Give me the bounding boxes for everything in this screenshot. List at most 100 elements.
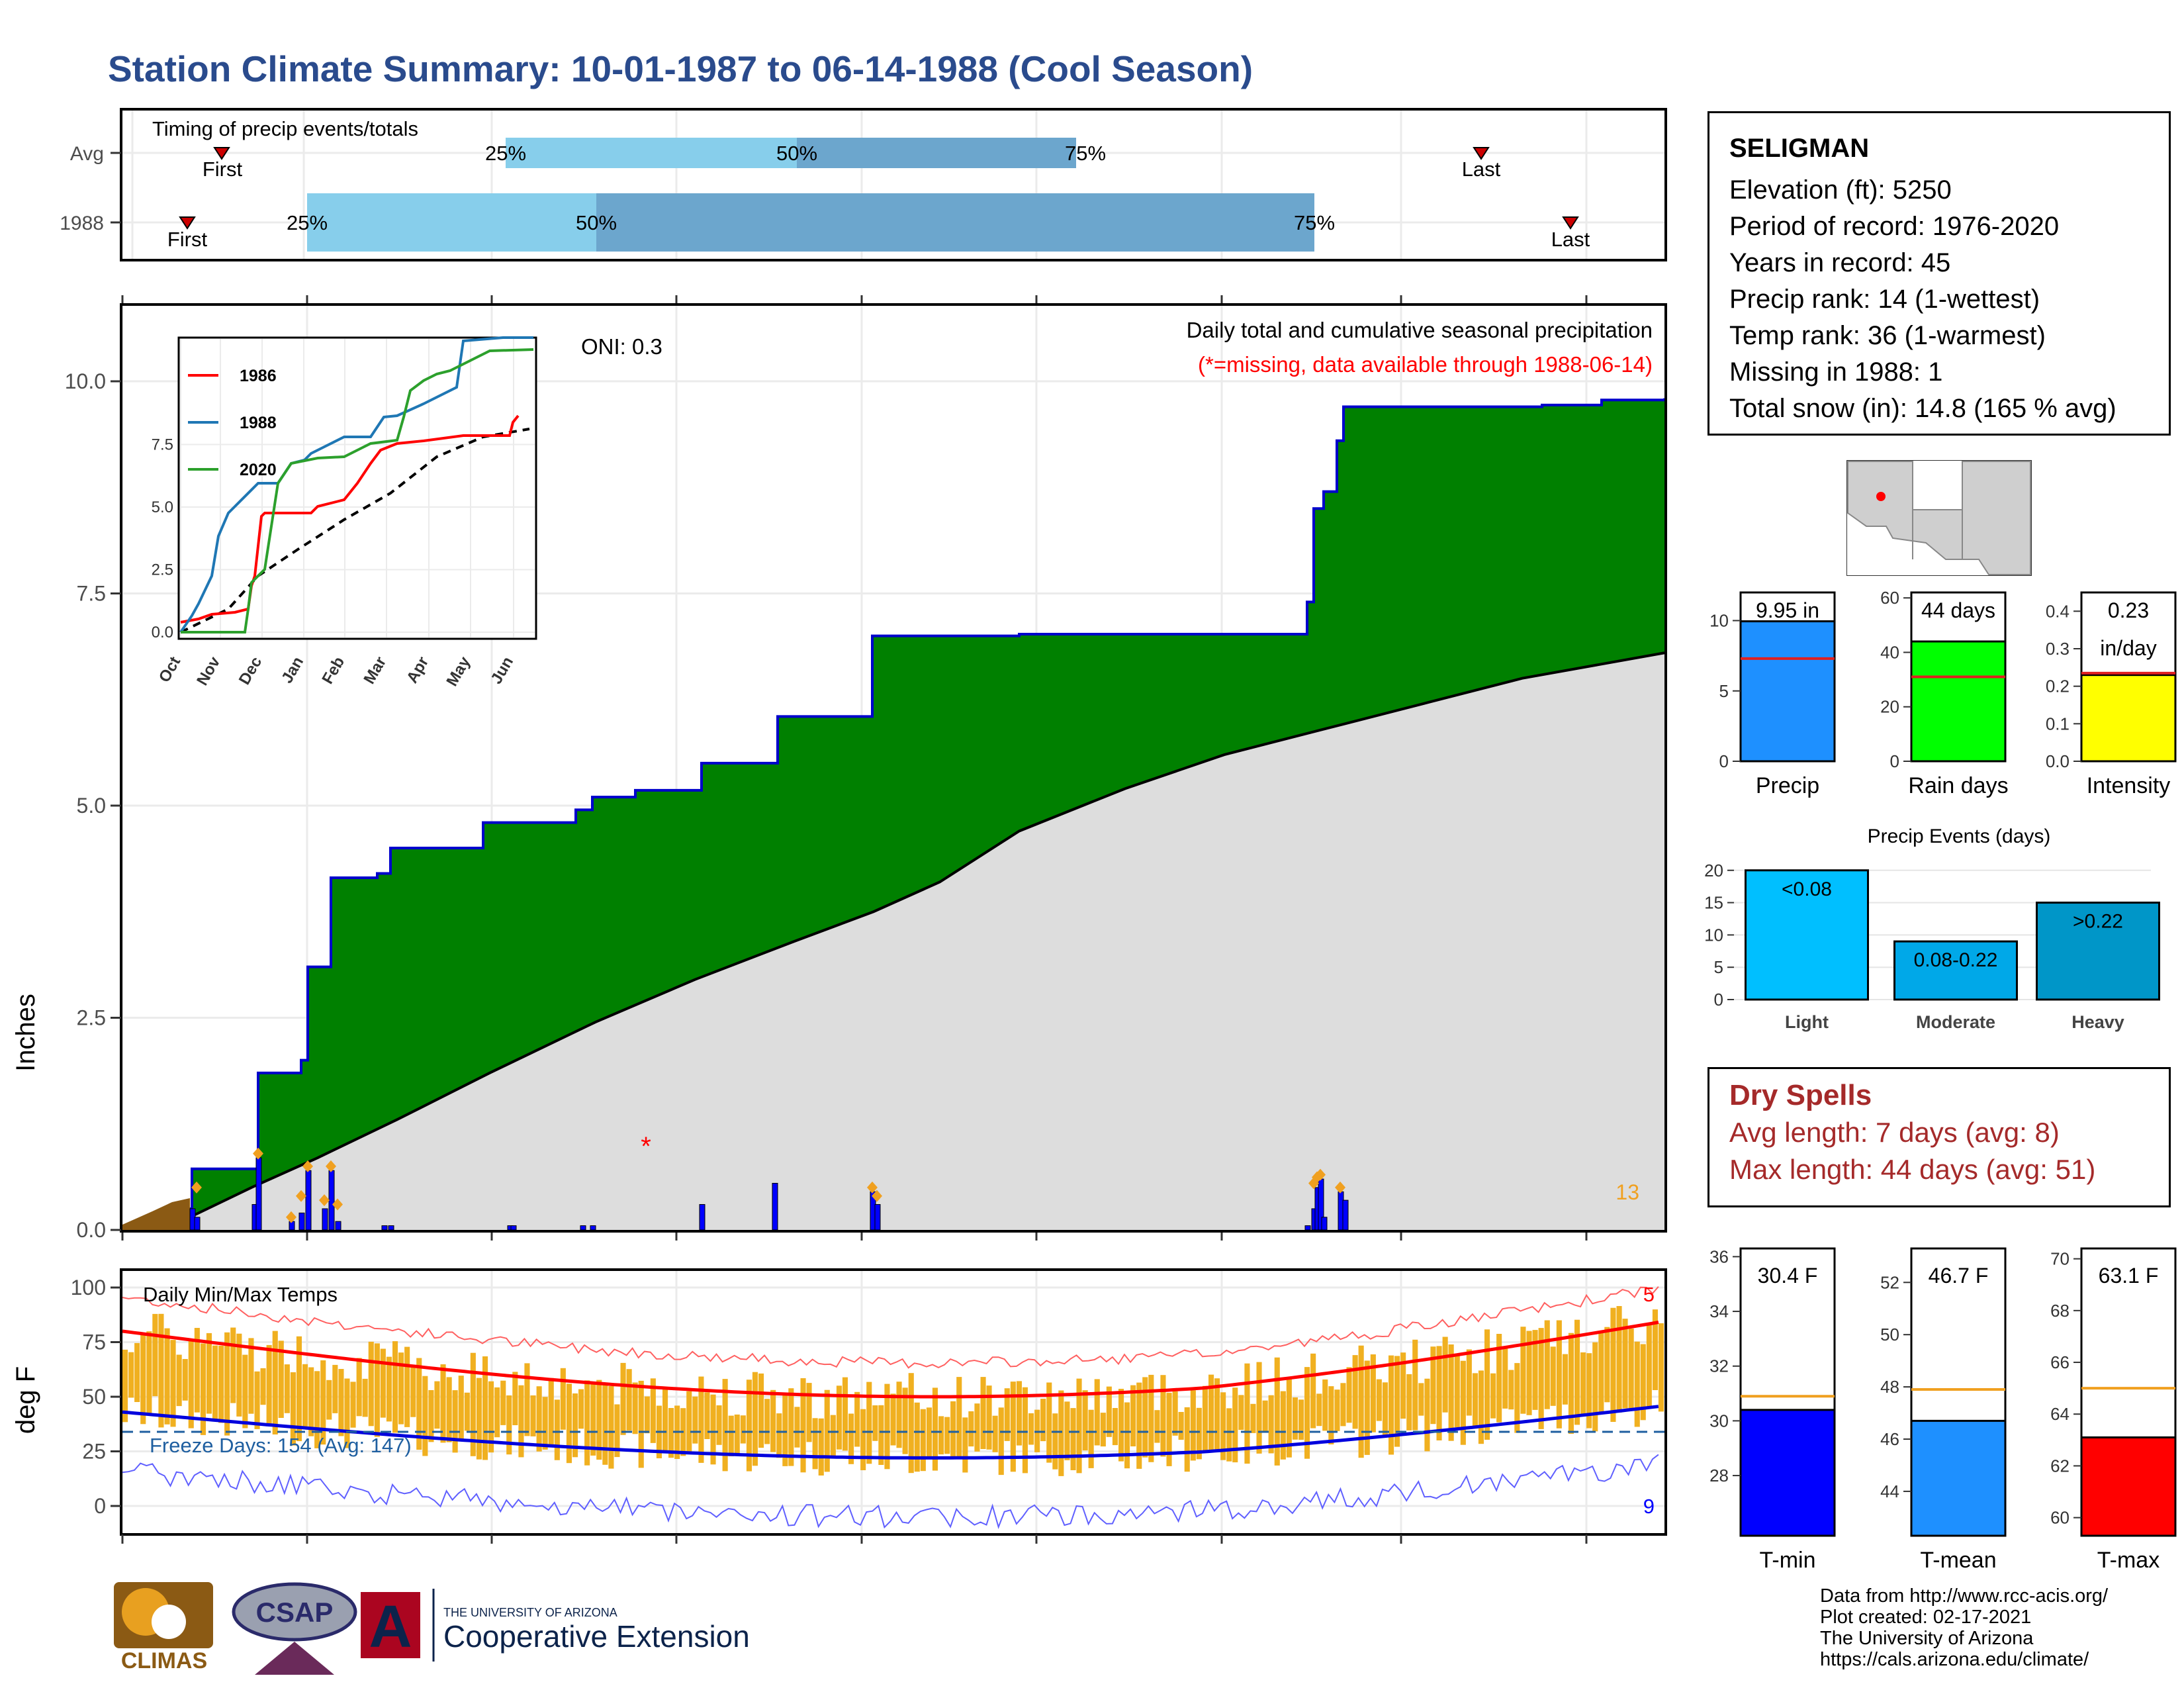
csap-text: CSAP [256,1597,334,1628]
daily-temp-bar [794,1407,800,1448]
daily-precip-bars [121,295,1588,1241]
daily-temp-bar [1322,1379,1328,1431]
daily-temp-bar [1226,1408,1232,1462]
precip-y-axis: 0.0 2.5 5.0 7.5 10.0 [65,369,121,1242]
daily-temp-bar [764,1399,770,1444]
intensity-tick: 0.2 [2046,677,2070,696]
precip-tick: 0 [1719,751,1729,771]
daily-temp-bar [404,1346,410,1427]
daily-temp-bar [368,1341,374,1427]
daily-temp-bar [1208,1374,1214,1452]
daily-temp-bar [350,1382,356,1428]
daily-temp-bar [1106,1386,1112,1437]
tmin-tick: 36 [1709,1246,1729,1266]
daily-temp-bar [944,1417,950,1454]
daily-temp-bar [548,1378,554,1445]
daily-temp-bar [1592,1342,1598,1432]
daily-precip-bar [510,1225,517,1231]
daily-temp-bar [884,1383,890,1470]
daily-temp-bar [248,1338,254,1414]
daily-temp-bar [1022,1387,1028,1474]
daily-temp-bar [1178,1412,1184,1440]
temp-frame [120,1268,1667,1536]
daily-temp-bar [1334,1389,1340,1431]
credit-url: https://cals.arizona.edu/climate/ [1820,1649,2089,1670]
precip-tick: 10 [1709,611,1729,631]
daily-temp-bar [1490,1373,1496,1419]
missing-marker: * [641,1132,651,1161]
tmin-tick: 34 [1709,1301,1729,1321]
daily-temp-bar [1256,1362,1262,1454]
rain-days-tick: 0 [1890,751,1899,771]
event-count: 13 [1615,1180,1639,1204]
daily-temp-bar [278,1340,284,1418]
locator-map [1846,460,2032,576]
daily-temp-bar [290,1372,296,1446]
daily-temp-bar [1070,1408,1076,1470]
row-label-1988: 1988 [60,212,104,234]
daily-temp-bar [1574,1319,1580,1425]
daily-temp-bar [728,1415,734,1456]
events-tick: 10 [1704,925,1723,945]
daily-temp-bar [710,1394,716,1465]
daily-temp-bar [986,1385,992,1450]
daily-temp-bar [1568,1333,1574,1434]
daily-temp-bar [146,1331,152,1415]
ua-big-text: Cooperative Extension [443,1619,750,1654]
daily-temp-bar [512,1372,518,1425]
daily-temp-bar [1412,1339,1418,1430]
inset-avg-line [180,428,530,633]
dry-spells-title: Dry Spells [1729,1079,1872,1111]
daily-temp-bar [218,1345,224,1423]
tmax-tick: 60 [2050,1508,2070,1528]
temp-y-tick: 50 [82,1385,106,1409]
daily-temp-bar [1040,1399,1046,1442]
daily-precip-bar [255,1157,262,1231]
daily-temp-bar [1268,1395,1274,1454]
daily-temp-bar [1286,1378,1292,1458]
daily-precip-bar [1304,1225,1311,1231]
precip-y-tick: 5.0 [77,794,106,818]
daily-temp-bar [422,1376,428,1456]
daily-temp-bar [434,1381,440,1429]
daily-temp-bar [620,1362,626,1435]
inset-line-1988 [179,336,533,633]
tmax-average-line [122,1321,1659,1399]
daily-temp-bar [482,1356,488,1460]
event-bar-text: 0.08-0.22 [1914,949,1998,971]
station-period: Period of record: 1976-2020 [1729,212,2060,241]
daily-temp-bar [1442,1336,1448,1413]
climas-text: CLIMAS [121,1648,207,1673]
temp-summary-tmax: 60 62 64 66 68 70 63.1 F T-max [2050,1247,2177,1573]
rain-days-bar [1910,640,2007,763]
daily-temp-bar [956,1377,962,1457]
inset-y-tick: 5.0 [152,498,173,516]
state-shapes [1847,461,2031,575]
daily-temp-bar [392,1341,398,1433]
daily-temp-bar [380,1348,386,1418]
daily-temp-bar [1190,1390,1196,1461]
tmin-average-line [122,1405,1659,1460]
daily-temp-bar [800,1378,806,1473]
precip-value: 9.95 in [1756,598,1819,622]
daily-temp-bar [1274,1357,1280,1466]
climas-logo: CLIMAS [114,1582,213,1673]
daily-temp-bar [758,1373,764,1448]
tmax-bar [2080,1436,2177,1537]
station-info-box: SELIGMAN Elevation (ft): 5250 Period of … [1707,111,2171,436]
daily-temp-bar [1448,1344,1454,1441]
rain-days-tick: 20 [1880,697,1899,717]
daily-temp-bar [272,1331,278,1434]
daily-temp-bar [170,1340,176,1427]
avg-p75: 75% [1065,142,1106,165]
daily-temp-bar [806,1383,812,1442]
daily-temp-bar [1316,1393,1322,1427]
tmean-bar [1910,1419,2007,1537]
temp-summary-bars: 28 30 32 34 36 30.4 F T-min 44 46 48 50 52 46.7 F T-m… [1709,1246,2177,1573]
tmax-tick: 64 [2050,1404,2070,1424]
daily-precip-bar [1342,1199,1349,1231]
daily-precip-bar [1321,1217,1328,1231]
timing-panel: Timing of precip events/totals Avg 1988 … [60,108,1667,261]
daily-temp-bar [902,1387,908,1454]
daily-temp-bar [224,1332,230,1436]
